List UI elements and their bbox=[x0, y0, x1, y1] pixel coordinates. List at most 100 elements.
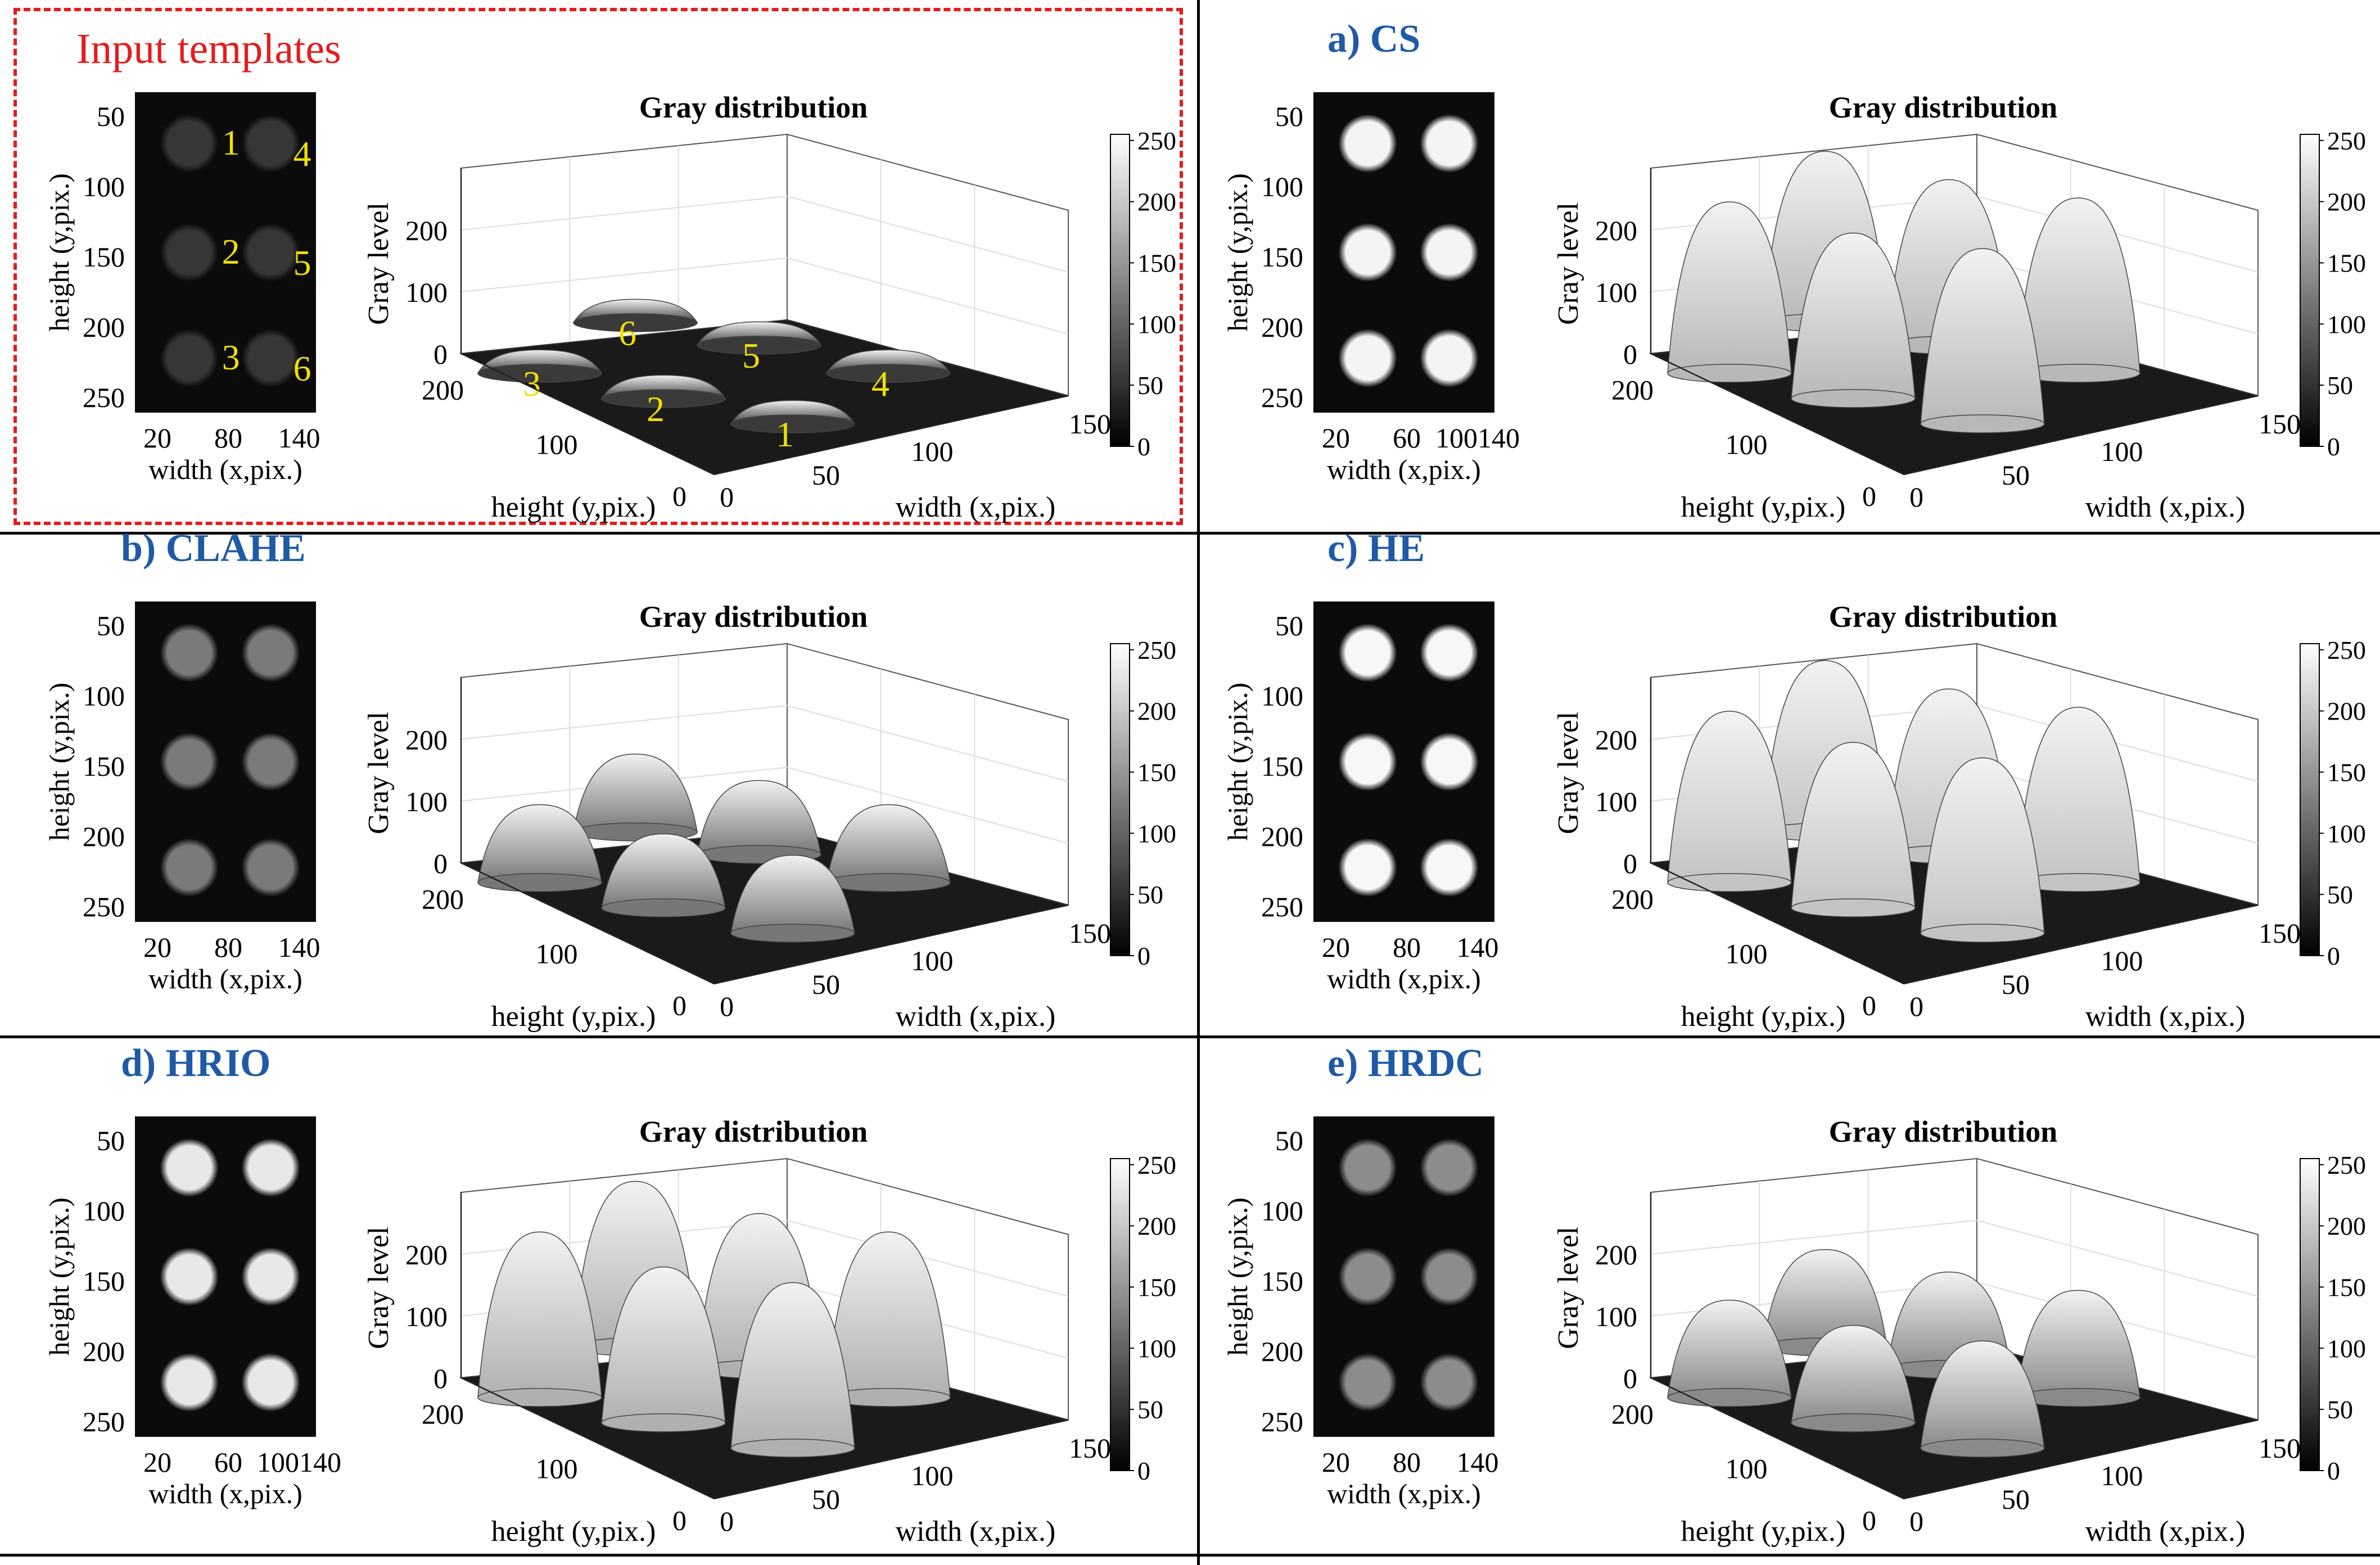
x-tick-3d: 100 bbox=[911, 945, 954, 976]
axis-edge bbox=[1903, 904, 2259, 985]
y-tick-3d: 0 bbox=[1862, 1505, 1876, 1536]
grid-line bbox=[1976, 1220, 2259, 1297]
y-tick-3d: 0 bbox=[672, 481, 687, 512]
axis-edge bbox=[460, 862, 715, 985]
grid-line bbox=[1976, 196, 2259, 273]
colorbar-tick: 150 bbox=[2327, 758, 2366, 787]
template-spot bbox=[241, 623, 300, 682]
colorbar-tick: 250 bbox=[2327, 126, 2366, 155]
thumb-y-tick: 150 bbox=[1261, 241, 1303, 273]
template-spot bbox=[1338, 1353, 1397, 1412]
x-tick-3d: 0 bbox=[720, 1505, 734, 1537]
colorbar-tick: 100 bbox=[1137, 819, 1176, 848]
panel-title: d) HRIO bbox=[121, 1042, 270, 1085]
surface-peak-base bbox=[1791, 1413, 1916, 1432]
colorbar-tick: 0 bbox=[1137, 432, 1150, 461]
surface-peak-base bbox=[477, 1388, 602, 1407]
y-tick-3d: 0 bbox=[1862, 990, 1876, 1021]
thumb-x-tick: 80 bbox=[1393, 931, 1421, 963]
x-tick-3d: 150 bbox=[1069, 408, 1111, 440]
panel-he: c) HE 50 100 150 200 250 20 80 140 width (x,pix.)… bbox=[1190, 517, 2380, 1039]
gray-distribution-title: Gray distribution bbox=[1829, 1115, 2058, 1148]
thumb-y-tick: 200 bbox=[83, 311, 125, 343]
y-tick-3d: 100 bbox=[536, 1453, 578, 1484]
colorbar-tick: 250 bbox=[2327, 636, 2366, 664]
y-tick-3d: 200 bbox=[1611, 1399, 1654, 1430]
thumb-x-tick: 80 bbox=[214, 422, 242, 454]
colorbar-tick: 50 bbox=[1137, 371, 1163, 400]
thumb-y-tick: 250 bbox=[1261, 382, 1303, 413]
surface-peak bbox=[477, 1231, 602, 1398]
thumb-y-tick: 250 bbox=[83, 891, 125, 922]
axis-label-width: width (x,pix.) bbox=[896, 1516, 1056, 1548]
thumb-y-tick: 100 bbox=[83, 680, 125, 712]
template-spot bbox=[1338, 732, 1397, 791]
surface-peak bbox=[1920, 248, 2045, 424]
gray-distribution-title: Gray distribution bbox=[639, 1115, 868, 1148]
colorbar bbox=[2300, 1158, 2320, 1471]
template-spot bbox=[160, 1353, 219, 1412]
panel-clahe: b) CLAHE 50 100 150 200 250 20 80 140 width (x,pi… bbox=[0, 517, 1190, 1039]
thumb-x-tick: 20 bbox=[1322, 1446, 1350, 1478]
surface-peak-base bbox=[1791, 389, 1916, 408]
x-tick-3d: 100 bbox=[2101, 945, 2143, 976]
template-spot bbox=[241, 223, 300, 282]
y-tick-3d: 200 bbox=[422, 1399, 464, 1430]
thumb-y-tick: 200 bbox=[83, 1336, 125, 1367]
thumb-y-label: height (y,pix.) bbox=[1222, 173, 1253, 331]
x-tick-3d: 0 bbox=[1909, 481, 1923, 513]
vertical-divider bbox=[1197, 0, 1200, 1565]
surface-peak bbox=[730, 1282, 855, 1449]
template-number: 6 bbox=[293, 349, 311, 388]
thumb-y-tick: 50 bbox=[1275, 1125, 1303, 1156]
axis-edge bbox=[713, 904, 1069, 985]
y-tick-3d: 200 bbox=[422, 884, 464, 915]
template-spot bbox=[1420, 838, 1479, 897]
thumb-x-label: width (x,pix.) bbox=[148, 963, 302, 994]
thumb-y-tick: 150 bbox=[83, 241, 125, 273]
x-tick-3d: 0 bbox=[720, 481, 734, 513]
x-tick-3d: 150 bbox=[2259, 1432, 2301, 1464]
template-spot bbox=[160, 1247, 219, 1306]
colorbar-tick: 200 bbox=[1137, 697, 1176, 726]
input-templates-border bbox=[13, 8, 1183, 525]
template-spot bbox=[1338, 1138, 1397, 1197]
colorbar-tick: 250 bbox=[1137, 636, 1176, 664]
y-tick-3d: 200 bbox=[1611, 884, 1654, 915]
thumb-x-tick: 20 bbox=[143, 422, 171, 454]
surface-peak bbox=[1920, 757, 2045, 934]
z-tick: 0 bbox=[433, 338, 448, 370]
x-tick-3d: 50 bbox=[2002, 459, 2030, 491]
z-tick: 0 bbox=[1623, 848, 1637, 879]
surface-number: 1 bbox=[776, 414, 794, 454]
thumb-y-tick: 100 bbox=[1261, 680, 1303, 712]
surface-peak bbox=[573, 753, 698, 833]
surface-peak-base bbox=[573, 313, 698, 332]
template-spot bbox=[1338, 838, 1397, 897]
thumb-x-tick: 140 bbox=[278, 422, 320, 454]
colorbar-tick: 0 bbox=[2327, 1457, 2340, 1485]
thumb-x-label: width (x,pix.) bbox=[148, 1478, 302, 1509]
thumb-x-tick: 20 bbox=[143, 1446, 171, 1478]
colorbar-tick: 50 bbox=[2327, 1395, 2353, 1424]
template-spot bbox=[241, 114, 300, 173]
axis-edge bbox=[1650, 352, 1904, 476]
colorbar-tick: 100 bbox=[1137, 310, 1176, 338]
template-spot bbox=[1420, 732, 1479, 791]
surface-peak-base bbox=[730, 414, 855, 433]
horizontal-divider-1 bbox=[0, 532, 2380, 535]
axis-label-gray-level: Gray level bbox=[1552, 202, 1584, 325]
axis-label-width: width (x,pix.) bbox=[2085, 1001, 2246, 1033]
template-number: 1 bbox=[222, 123, 240, 162]
surface-peak bbox=[2016, 197, 2140, 374]
grid-line bbox=[787, 196, 1069, 273]
surface-number: 2 bbox=[647, 389, 665, 429]
template-spot bbox=[241, 1353, 300, 1412]
x-tick-3d: 50 bbox=[2002, 969, 2030, 1000]
panel-title: b) CLAHE bbox=[121, 527, 306, 570]
z-tick: 0 bbox=[433, 1363, 448, 1394]
template-number: 2 bbox=[222, 232, 240, 272]
template-spot bbox=[160, 329, 219, 388]
